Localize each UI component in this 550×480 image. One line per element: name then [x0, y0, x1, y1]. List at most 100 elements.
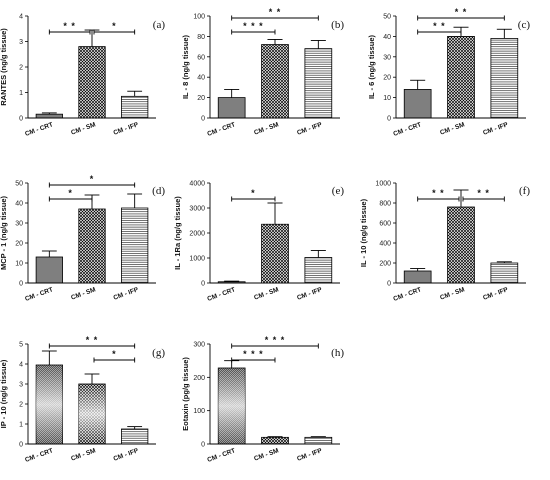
x-tick-label: CM - SM — [253, 447, 279, 462]
panel-label: (c) — [518, 19, 531, 31]
y-tick-label: 40 — [197, 75, 205, 82]
y-tick-label: 2 — [19, 402, 23, 409]
y-tick-label: 400 — [379, 241, 391, 248]
y-tick-label: 800 — [379, 201, 391, 208]
sig-stars: * * — [455, 7, 468, 17]
panel-label: (g) — [152, 347, 165, 359]
y-tick-label: 80 — [197, 34, 205, 41]
bar-a-2 — [121, 95, 149, 119]
bar-e-2 — [304, 257, 333, 284]
x-tick-label: CM - SM — [439, 121, 465, 136]
y-tick-label: 3 — [19, 39, 23, 46]
sig-stars: * * — [432, 188, 445, 198]
sig-stars: * * — [433, 21, 446, 31]
chart-panel-f: CM - CRT CM - SM CM - IFP 0 200 400 600 800 1000… — [359, 181, 530, 303]
y-tick-label: 4000 — [189, 181, 205, 188]
y-tick-label: 10 — [15, 261, 23, 268]
y-tick-label: 5 — [19, 342, 23, 349]
bar-c-1 — [447, 36, 475, 119]
x-tick-label: CM - IFP — [113, 286, 140, 302]
bar-shade-g-0 — [36, 365, 63, 444]
x-tick-label: CM - SM — [439, 286, 465, 301]
x-tick-label: CM - IFP — [296, 447, 323, 463]
y-tick-label: 1000 — [375, 181, 391, 188]
bar-f-0 — [403, 270, 432, 284]
sig-stars: * * — [269, 7, 282, 17]
y-axis-label: Eotaxin (pg/g tissue) — [181, 357, 190, 431]
panel-label: (a) — [153, 19, 166, 31]
sig-stars: * * — [63, 21, 76, 31]
bar-f-2 — [490, 262, 519, 284]
y-tick-label: 0 — [387, 116, 391, 123]
y-tick-label: 3000 — [189, 206, 205, 213]
chart-panel-c: CM - CRT CM - SM CM - IFP 0 10 20 30 40 50 IL - 6… — [367, 7, 530, 138]
y-tick-label: 0 — [201, 281, 205, 288]
bar-c-0 — [403, 89, 432, 119]
x-tick-label: CM - SM — [70, 286, 96, 301]
sig-stars: * — [112, 349, 117, 359]
sig-stars: * — [90, 174, 95, 184]
x-tick-label: CM - CRT — [24, 286, 54, 303]
y-axis-label: MCP - 1 (ng/g tissue) — [0, 195, 8, 270]
y-axis-label: IL - 6 (ng/g tissue) — [367, 34, 376, 99]
panel-label: (h) — [331, 347, 344, 359]
y-tick-label: 50 — [383, 14, 391, 21]
y-tick-label: 0 — [201, 116, 205, 123]
bar-b-0 — [217, 97, 246, 119]
bar-d-1 — [78, 208, 106, 284]
x-tick-label: CM - CRT — [392, 286, 422, 303]
bar-shade-g-1 — [78, 384, 106, 444]
y-tick-label: 1000 — [189, 256, 205, 263]
sig-stars: * — [68, 188, 73, 198]
bar-a-0 — [35, 113, 63, 119]
x-tick-label: CM - SM — [70, 447, 96, 462]
y-tick-label: 0 — [387, 281, 391, 288]
x-tick-label: CM - CRT — [392, 121, 422, 138]
x-tick-label: CM - IFP — [113, 121, 140, 137]
x-tick-label: CM - SM — [70, 121, 96, 136]
sig-stars: * * — [477, 188, 490, 198]
bar-b-1 — [261, 44, 289, 119]
bar-c-2 — [490, 38, 519, 119]
y-tick-label: 30 — [383, 54, 391, 61]
y-tick-label: 300 — [193, 342, 205, 349]
y-tick-label: 1 — [19, 90, 23, 97]
y-tick-label: 40 — [15, 201, 23, 208]
y-tick-label: 50 — [15, 181, 23, 188]
y-axis-label: IL - 10 (ng/g tissue) — [359, 198, 368, 267]
sig-stars: * * * — [243, 349, 264, 359]
y-tick-label: 0 — [19, 281, 23, 288]
chart-panel-b: CM - CRT CM - SM CM - IFP 0 20 40 60 80 100 IL - … — [181, 7, 344, 138]
panel-label: (d) — [152, 185, 165, 197]
x-tick-label: CM - CRT — [206, 286, 236, 303]
bar-h-2 — [304, 436, 333, 445]
sig-stars: * — [112, 21, 117, 31]
sig-stars: * — [251, 188, 256, 198]
bar-d-0 — [35, 256, 63, 284]
x-tick-label: CM - CRT — [24, 121, 54, 138]
y-tick-label: 20 — [15, 241, 23, 248]
x-tick-label: CM - IFP — [482, 286, 509, 302]
y-tick-label: 4 — [19, 362, 23, 369]
x-tick-label: CM - IFP — [482, 121, 509, 137]
panel-label: (b) — [331, 19, 344, 31]
bar-a-1 — [78, 46, 106, 119]
y-tick-label: 200 — [379, 261, 391, 268]
y-tick-label: 10 — [383, 95, 391, 102]
sig-stars: * * — [86, 335, 99, 345]
x-tick-label: CM - IFP — [113, 447, 140, 463]
y-tick-label: 0 — [201, 442, 205, 449]
x-tick-label: CM - IFP — [296, 121, 323, 137]
panel-label: (f) — [519, 185, 530, 197]
y-tick-label: 100 — [193, 14, 205, 21]
y-tick-label: 1 — [19, 422, 23, 429]
chart-panel-g: CM - CRT CM - SM CM - IFP 0 1 2 3 4 5 IP - 10 (ng… — [0, 335, 165, 464]
chart-panel-h: CM - CRT CM - SM CM - IFP 0 100 200 300 Eotaxin… — [181, 335, 344, 464]
y-tick-label: 0 — [19, 442, 23, 449]
chart-panel-d: CM - CRT CM - SM CM - IFP 0 10 20 30 40 50 MCP - … — [0, 174, 165, 303]
bar-d-2 — [121, 207, 149, 284]
y-tick-label: 2000 — [189, 231, 205, 238]
y-axis-label: IL - 1Ra (ng/g tissue) — [173, 196, 182, 270]
sig-stars: * * * — [243, 21, 264, 31]
